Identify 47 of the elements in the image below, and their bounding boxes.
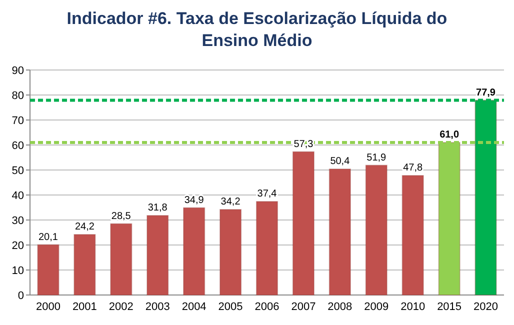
- y-tick-label: 90: [12, 64, 24, 77]
- chart-title: Indicador #6. Taxa de Escolarização Líquida do Ensino Médio: [66, 9, 448, 50]
- x-tick-label: 2006: [254, 301, 280, 313]
- data-label: 24,2: [74, 222, 95, 232]
- bar: [328, 168, 351, 296]
- y-tick-label: 60: [12, 140, 24, 152]
- data-label: 50,4: [330, 156, 350, 167]
- x-tick-label: 2005: [218, 301, 243, 313]
- data-label: 51,9: [366, 152, 387, 164]
- x-tick-label: 2000: [36, 301, 60, 313]
- bar: [402, 175, 424, 296]
- x-tick-label: 2007: [291, 301, 316, 313]
- data-label: 34,2: [220, 196, 241, 208]
- bar: [74, 234, 96, 296]
- bar: [146, 215, 169, 296]
- data-label: 28,5: [111, 210, 132, 222]
- bar: [365, 164, 388, 296]
- bar: [256, 201, 278, 296]
- y-tick-label: 0: [18, 290, 24, 302]
- bar: [183, 207, 206, 296]
- y-tick-label: 40: [12, 190, 24, 202]
- data-label: 61,0: [440, 130, 460, 140]
- x-tick-label: 2003: [145, 301, 170, 313]
- data-label: 37,4: [257, 188, 278, 200]
- x-tick-label: 2002: [108, 301, 134, 313]
- bar: [37, 244, 60, 296]
- data-label: 47,8: [403, 162, 424, 174]
- data-label: 31,8: [148, 202, 168, 214]
- bar: [110, 223, 132, 296]
- x-tick-label: 2001: [72, 301, 97, 313]
- bar: [219, 209, 242, 296]
- y-tick-label: 70: [12, 114, 24, 127]
- data-label: 77,9: [476, 87, 496, 98]
- x-tick-label: 2015: [437, 301, 462, 313]
- y-tick-label: 50: [12, 164, 24, 177]
- y-tick-label: 80: [12, 90, 24, 102]
- y-tick-label: 30: [12, 214, 24, 227]
- x-tick-label: 2009: [364, 301, 389, 313]
- x-tick-label: 2008: [328, 301, 352, 313]
- y-tick-label: 10: [12, 264, 24, 277]
- data-label: 20,1: [38, 232, 58, 243]
- x-tick-label: 2010: [400, 301, 426, 313]
- bar: [292, 151, 315, 296]
- data-label: 34,9: [184, 194, 204, 206]
- x-tick-label: 2004: [182, 301, 206, 313]
- x-tick-label: 2020: [474, 301, 498, 313]
- y-tick-label: 20: [12, 240, 24, 252]
